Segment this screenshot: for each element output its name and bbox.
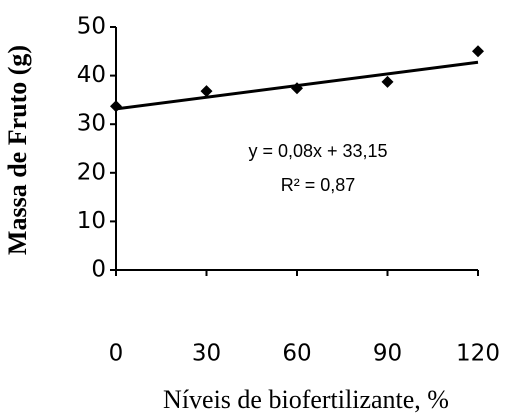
x-axis-label: Níveis de biofertilizante, % bbox=[163, 385, 449, 414]
x-tick-label: 60 bbox=[282, 341, 311, 367]
point bbox=[472, 45, 484, 58]
y-tick-label: 30 bbox=[77, 111, 106, 137]
x-tick-label: 90 bbox=[373, 341, 402, 367]
equation: y = 0,08x + 33,15 bbox=[248, 141, 387, 161]
y-tick-label: 0 bbox=[91, 257, 106, 283]
y-tick-label: 40 bbox=[77, 62, 106, 88]
x-tick-label: 0 bbox=[109, 341, 124, 367]
point bbox=[381, 75, 394, 88]
x-tick-label: 120 bbox=[456, 341, 500, 367]
y-axis-label: Massa de Fruto (g) bbox=[3, 45, 32, 255]
y-tick-label: 50 bbox=[77, 14, 106, 40]
x-tick-label: 30 bbox=[192, 341, 221, 367]
point bbox=[291, 82, 303, 95]
r-squared: R² = 0,87 bbox=[281, 175, 356, 195]
y-tick-label: 20 bbox=[77, 159, 106, 185]
y-tick-label: 10 bbox=[77, 208, 106, 234]
point bbox=[200, 85, 213, 98]
point bbox=[110, 100, 122, 113]
